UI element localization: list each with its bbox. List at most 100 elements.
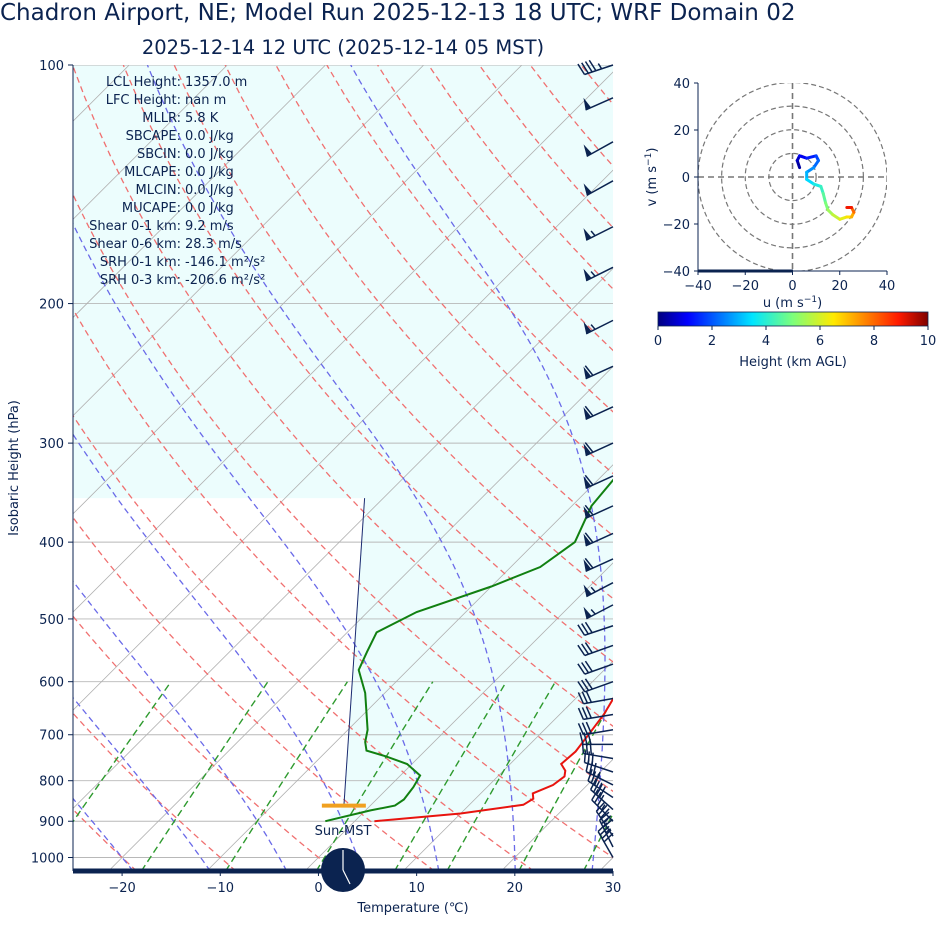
wind-barb (583, 226, 614, 241)
mixing-ratio-line (140, 681, 269, 871)
wind-barbs (577, 59, 614, 858)
hodograph-x-tick-label: 40 (879, 279, 896, 294)
index-label: MUCAPE: (122, 201, 181, 216)
wind-barb-flag (583, 606, 592, 619)
wind-barb-full (581, 643, 590, 655)
wind-barb-flag (583, 268, 592, 281)
figure-subtitle: 2025-12-14 12 UTC (2025-12-14 05 MST) (141, 36, 545, 59)
isotherm-line (73, 71, 613, 613)
y-tick-label: 500 (39, 613, 64, 628)
dry-adiabat (73, 65, 613, 728)
index-label: LCL Height: (106, 75, 181, 90)
dry-adiabat (73, 615, 336, 871)
isotherm-line (206, 464, 613, 871)
figure-title: Chadron Airport, NE; Model Run 2025-12-1… (0, 0, 796, 26)
colorbar-tick-label: 8 (870, 334, 878, 349)
index-value: 28.3 m/s (185, 237, 242, 252)
wind-barb-full (584, 532, 594, 543)
wind-barb-flag (583, 443, 592, 456)
isotherm-line (73, 65, 424, 417)
wind-barb-full (587, 751, 591, 764)
parcel-path (343, 498, 366, 806)
wind-barb-flag (583, 559, 592, 572)
dry-adiabat (73, 193, 613, 793)
skewt-axes: −20 −10 0 10 20 30 100 200 300 400 500 600 700 800 900… (7, 59, 621, 916)
wind-barb-full (592, 762, 597, 776)
index-label: SBCIN: (137, 147, 181, 162)
wind-barb-full (593, 773, 600, 786)
wind-barb (577, 706, 614, 721)
moist-adiabat (73, 433, 364, 871)
wind-barb-staff (585, 475, 614, 490)
index-value: 0.0 J/kg (185, 147, 234, 162)
wind-barb-full (581, 623, 589, 635)
wind-barb-flag (583, 584, 592, 597)
hodograph-y-tick-label: 20 (673, 124, 690, 139)
index-label: MLCIN: (136, 183, 181, 198)
hodograph-x-label-close: ) (817, 296, 822, 311)
hodograph-x-tick-label: −20 (732, 279, 759, 294)
wind-barb (577, 678, 614, 693)
wind-barb-staff (585, 505, 614, 519)
wind-barb-staff (583, 729, 614, 736)
wind-barb-staff (595, 810, 614, 837)
wind-barb-full (585, 706, 592, 719)
wind-barb-full (581, 62, 589, 74)
x-tick-label: 10 (408, 881, 425, 896)
height-colorbar: 0 2 4 6 8 10 Height (km AGL) (654, 311, 936, 370)
hodograph: −40 −20 0 20 40 −40 −20 0 20 40 u (m s−1) v (m s−1) (644, 77, 895, 311)
x-tick-label: 0 (314, 881, 322, 896)
wind-barb-staff (597, 831, 614, 858)
hodograph-x-label: u (m s−1) (763, 295, 822, 311)
index-value: nan m (185, 93, 226, 108)
index-value: 0.0 J/kg (185, 165, 234, 180)
wind-barb (583, 180, 614, 197)
hodograph-y-tick-label: 0 (682, 171, 690, 186)
colorbar-tick-label: 10 (920, 334, 936, 349)
sun-clock-hand (342, 869, 351, 885)
index-label: SRH 0-3 km: (100, 273, 181, 288)
wind-barb (583, 582, 614, 598)
skewt-profiles (321, 478, 613, 823)
wind-barb-full (581, 691, 589, 704)
moist-adiabat (146, 65, 516, 871)
wind-barb-full (584, 557, 594, 569)
index-label: Shear 0-6 km: (89, 237, 181, 252)
wind-barb-flag (583, 476, 592, 489)
colorbar-gradient (657, 311, 929, 327)
isotherm-line (402, 660, 613, 871)
isotherm-line (73, 65, 326, 319)
hodograph-y-label-exponent: −1 (644, 153, 654, 166)
wind-barb-staff (590, 789, 614, 811)
wind-barb-full (577, 681, 586, 693)
index-value: 1357.0 m (185, 75, 247, 90)
hodograph-y-label: v (m s−1) (644, 148, 660, 207)
isotherm-line (108, 366, 613, 871)
wind-barb-staff (584, 663, 614, 675)
index-label: SRH 0-1 km: (100, 255, 181, 270)
index-value: -146.1 m²/s² (185, 255, 265, 270)
wind-barb-full (577, 63, 586, 75)
wind-barb-full (584, 61, 593, 73)
wind-barb-staff (584, 625, 614, 636)
dewpoint-profile (325, 478, 613, 823)
y-tick-label: 300 (39, 437, 64, 452)
wind-barb-full (579, 732, 584, 745)
wind-barb-half (597, 63, 603, 70)
temperature-profile (374, 697, 613, 823)
wind-barb (583, 750, 614, 773)
isotherm-line (73, 65, 228, 220)
wind-barb-staff (587, 780, 614, 799)
index-value: 0.0 J/kg (185, 201, 234, 216)
wind-barb-flag (583, 321, 592, 334)
isotherm-line (73, 65, 523, 515)
colorbar-tick-label: 4 (762, 334, 770, 349)
hodograph-y-label-close: ) (645, 148, 660, 153)
y-tick-label: 100 (39, 59, 64, 74)
wind-barb (591, 789, 614, 822)
wind-barb-flag (583, 407, 592, 420)
index-value: 9.2 m/s (185, 219, 234, 234)
sun-dial: Sun-MST (315, 824, 371, 892)
wind-barb-half (590, 230, 596, 237)
